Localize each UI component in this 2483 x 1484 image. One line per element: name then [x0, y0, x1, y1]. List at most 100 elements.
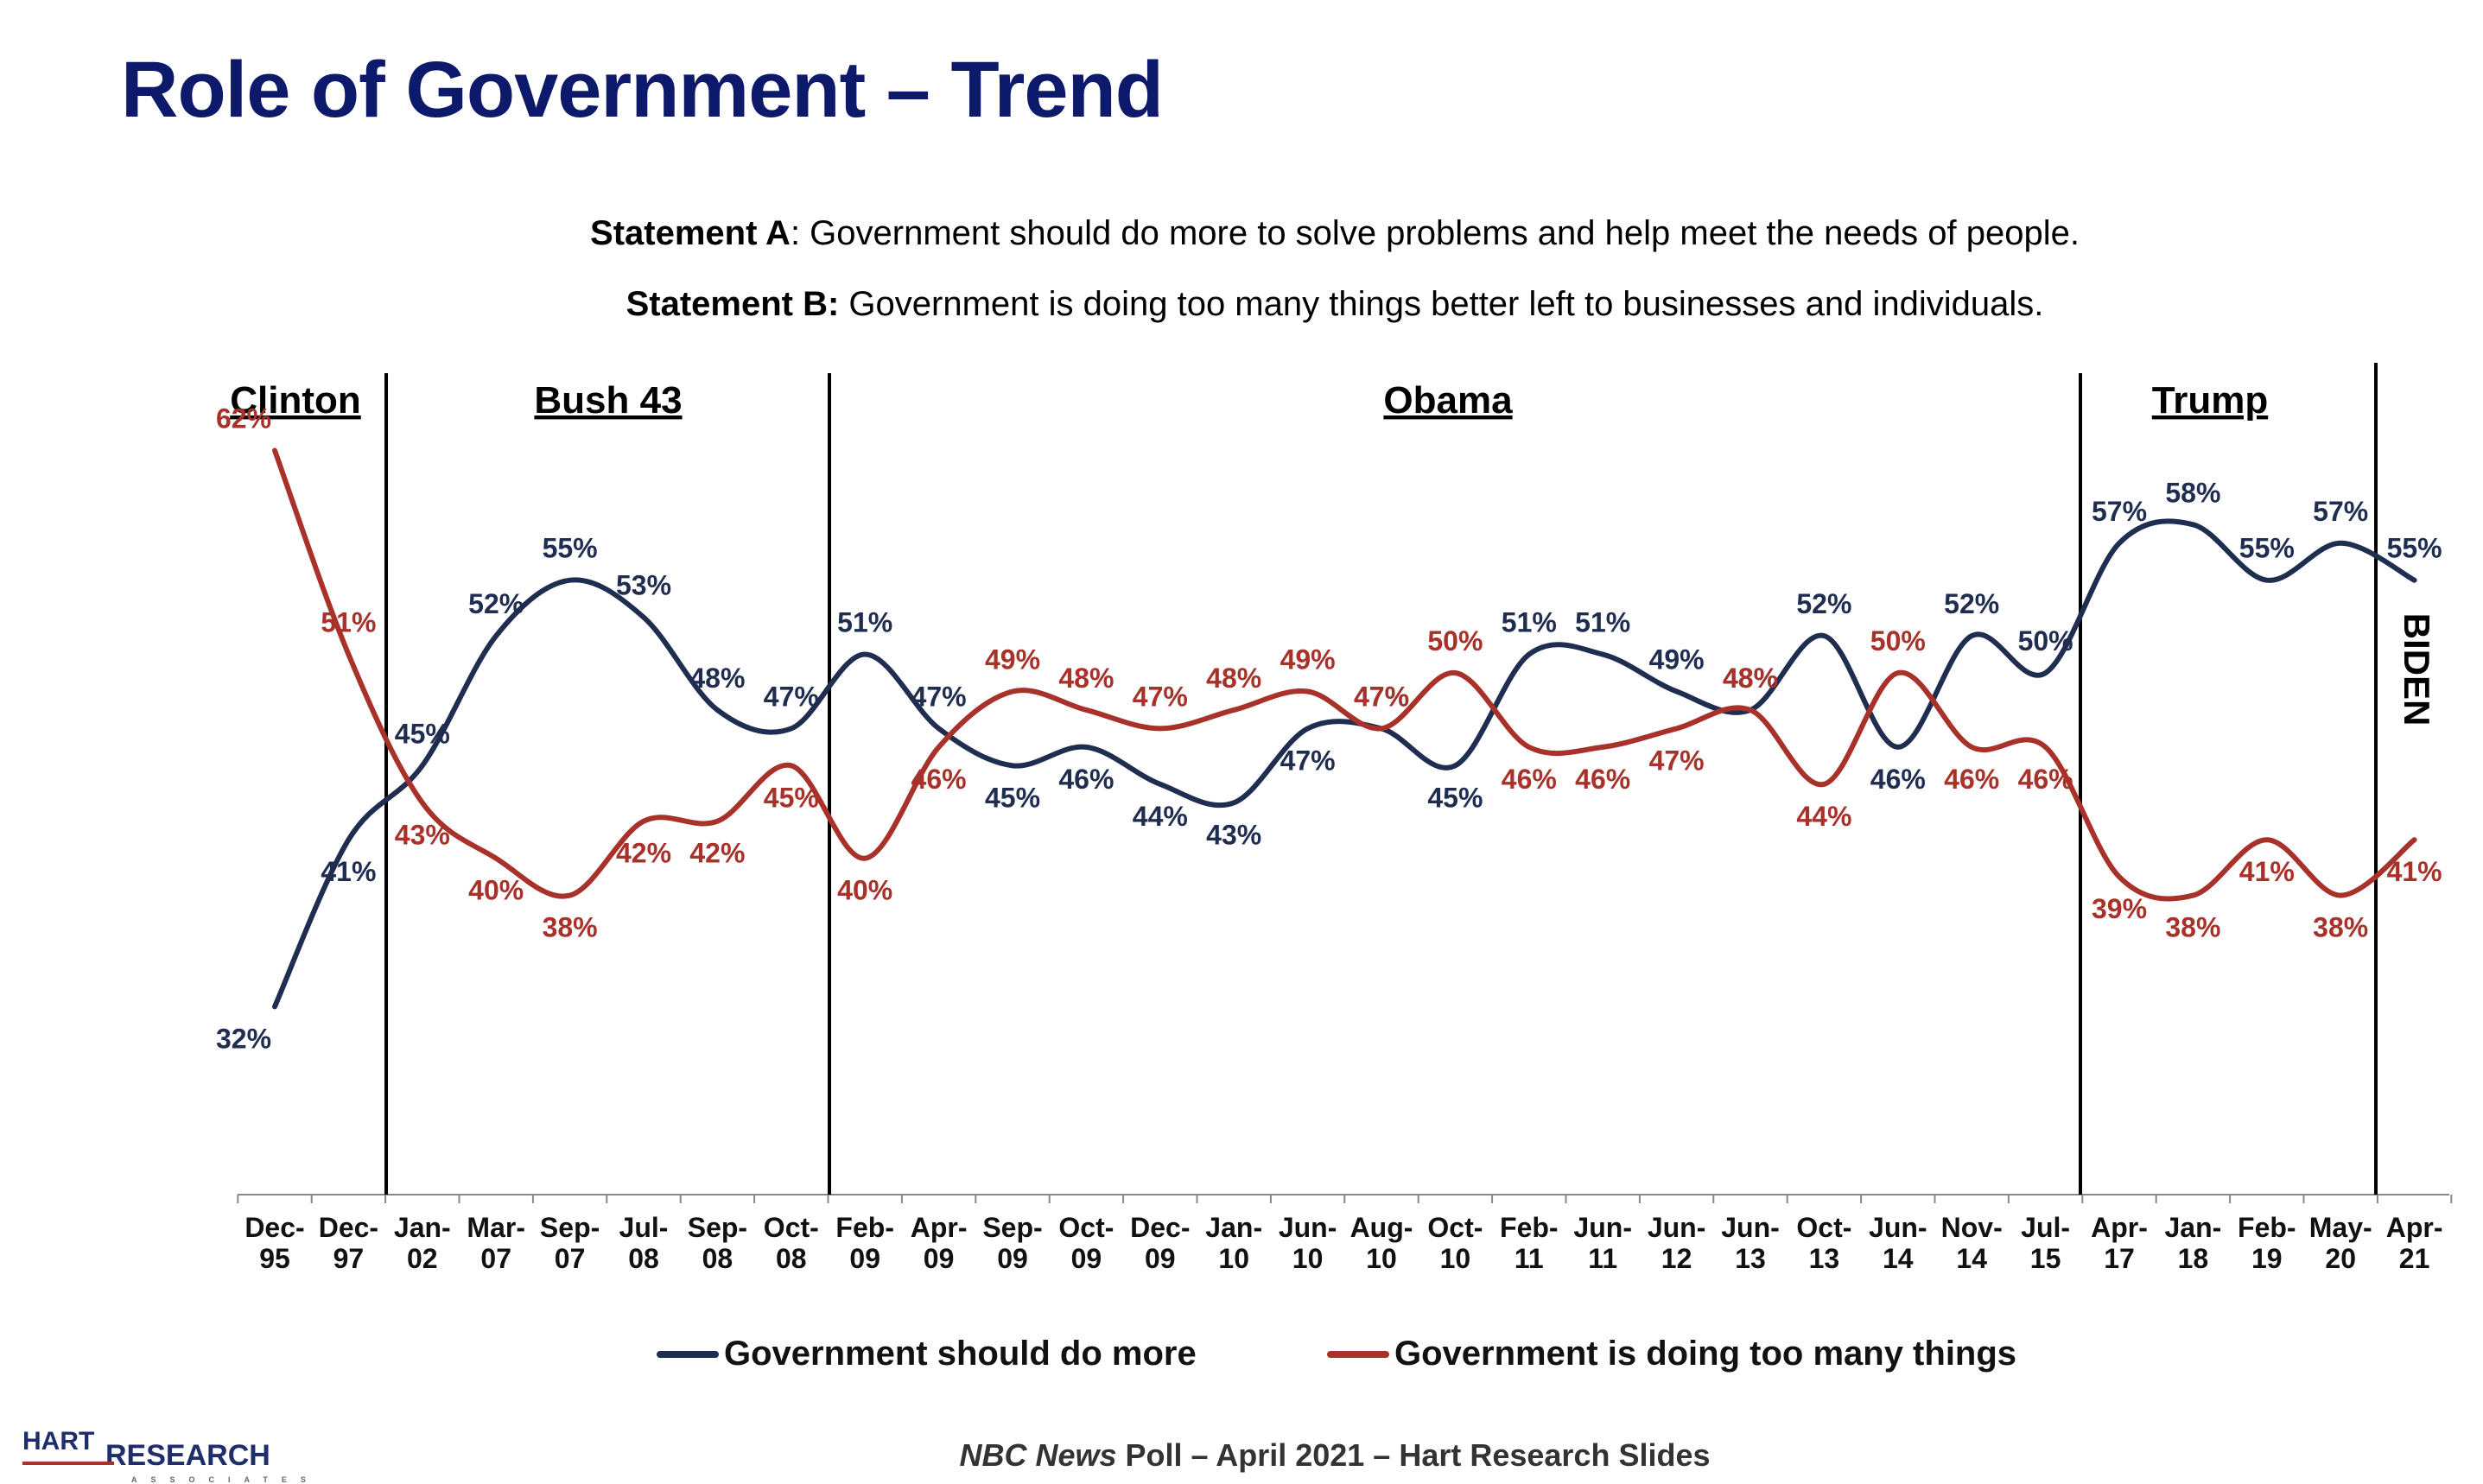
x-tick-label: Oct- [1427, 1212, 1483, 1243]
data-label: 47% [1133, 681, 1188, 712]
legend-item-too-many: Government is doing too many things [1327, 1335, 2016, 1373]
x-tick-label: 09 [849, 1243, 880, 1274]
data-label: 50% [2018, 625, 2073, 656]
data-label: 62% [216, 403, 271, 434]
x-tick-label: May- [2309, 1212, 2372, 1243]
data-label: 40% [468, 875, 524, 906]
x-tick-label: 97 [333, 1243, 365, 1274]
data-label: 50% [1427, 625, 1483, 656]
x-tick-label: 17 [2104, 1243, 2135, 1274]
x-tick-label: 20 [2325, 1243, 2356, 1274]
statement-b-text: Government is doing too many things bett… [839, 285, 2044, 323]
x-tick-label: 12 [1661, 1243, 1692, 1274]
legend-swatch-too-many [1327, 1350, 1389, 1358]
x-tick-label: Jan- [2165, 1212, 2222, 1243]
x-tick-label: Jul- [619, 1212, 669, 1243]
x-tick-label: 11 [1515, 1243, 1544, 1274]
data-label: 51% [321, 607, 376, 638]
x-tick-label: Jun- [1279, 1212, 1337, 1243]
data-label: 38% [2313, 912, 2368, 943]
data-label: 55% [543, 533, 598, 564]
data-label: 57% [2092, 496, 2147, 527]
x-tick-label: Jan- [394, 1212, 451, 1243]
x-tick-label: 21 [2399, 1243, 2430, 1274]
data-label: 45% [1427, 782, 1483, 813]
data-label: 38% [2165, 912, 2220, 943]
x-tick-label: 07 [480, 1243, 511, 1274]
x-tick-label: Sep- [688, 1212, 747, 1243]
x-tick-label: 15 [2030, 1243, 2061, 1274]
logo-line3: ASSOCIATES [131, 1475, 320, 1484]
data-label: 57% [2313, 496, 2368, 527]
data-label: 47% [911, 681, 967, 712]
data-label: 48% [1723, 663, 1778, 694]
x-tick-label: 08 [776, 1243, 807, 1274]
x-tick-label: Jun- [1648, 1212, 1706, 1243]
x-tick-label: 14 [1956, 1243, 1987, 1274]
x-tick-label: 09 [997, 1243, 1028, 1274]
x-tick-label: 10 [1292, 1243, 1324, 1274]
data-label: 41% [2239, 856, 2295, 887]
data-label: 47% [1280, 745, 1336, 776]
data-label: 51% [1575, 607, 1630, 638]
x-tick-label: 95 [259, 1243, 290, 1274]
x-tick-label: Apr- [911, 1212, 968, 1243]
x-tick-label: 19 [2251, 1243, 2283, 1274]
x-tick-label: 10 [1440, 1243, 1471, 1274]
data-label: 52% [1796, 588, 1851, 619]
x-tick-label: 14 [1883, 1243, 1914, 1274]
data-label: 47% [1354, 681, 1409, 712]
data-label: 45% [985, 782, 1040, 813]
data-label: 40% [837, 875, 892, 906]
statement-b-label: Statement B: [626, 285, 840, 323]
data-label: 46% [2018, 764, 2073, 795]
data-label: 46% [1575, 764, 1630, 795]
data-label: 47% [1354, 681, 1409, 712]
data-label: 50% [1870, 625, 1926, 656]
data-label: 46% [1870, 764, 1926, 795]
data-label: 43% [1206, 819, 1261, 850]
x-tick-label: 10 [1366, 1243, 1397, 1274]
x-tick-label: Jun- [1573, 1212, 1632, 1243]
page-title: Role of Government – Trend [121, 46, 1164, 134]
era-label: Obama [1383, 379, 1513, 422]
data-label: 46% [1944, 764, 1999, 795]
biden-label: BIDEN [2397, 613, 2437, 726]
data-label: 55% [2387, 533, 2442, 564]
data-label: 46% [1058, 764, 1114, 795]
x-tick-label: Apr- [2091, 1212, 2148, 1243]
x-tick-label: 02 [407, 1243, 438, 1274]
x-tick-label: 13 [1735, 1243, 1766, 1274]
x-tick-label: Sep- [540, 1212, 600, 1243]
x-tick-label: Mar- [467, 1212, 525, 1243]
x-tick-label: 09 [1071, 1243, 1102, 1274]
x-tick-label: 09 [924, 1243, 955, 1274]
data-label: 46% [1502, 764, 1557, 795]
x-tick-label: 08 [702, 1243, 733, 1274]
statement-a: Statement A: Government should do more t… [0, 214, 2483, 253]
data-label: 42% [689, 838, 745, 869]
logo-line1: HART [22, 1427, 95, 1455]
x-tick-label: Jul- [2021, 1212, 2070, 1243]
data-label: 39% [2092, 893, 2147, 924]
x-tick-label: 11 [1588, 1243, 1617, 1274]
x-tick-label: Aug- [1350, 1212, 1413, 1243]
data-label: 41% [321, 856, 376, 887]
data-label: 49% [1280, 644, 1336, 675]
x-tick-label: Jun- [1869, 1212, 1927, 1243]
logo-underline [22, 1462, 114, 1465]
data-label: 49% [1649, 644, 1705, 675]
data-label: 47% [1649, 745, 1705, 776]
x-tick-label: Apr- [2386, 1212, 2443, 1243]
x-tick-label: Jun- [1721, 1212, 1780, 1243]
statement-a-text: : Government should do more to solve pro… [790, 214, 2080, 252]
data-label: 52% [468, 588, 524, 619]
x-tick-label: Dec- [1130, 1212, 1190, 1243]
data-label: 47% [764, 681, 819, 712]
source-footer: NBC News Poll – April 2021 – Hart Resear… [0, 1437, 2483, 1474]
data-label: 51% [837, 607, 892, 638]
x-tick-label: 18 [2178, 1243, 2209, 1274]
data-label: 48% [1723, 663, 1778, 694]
data-label: 46% [911, 764, 967, 795]
